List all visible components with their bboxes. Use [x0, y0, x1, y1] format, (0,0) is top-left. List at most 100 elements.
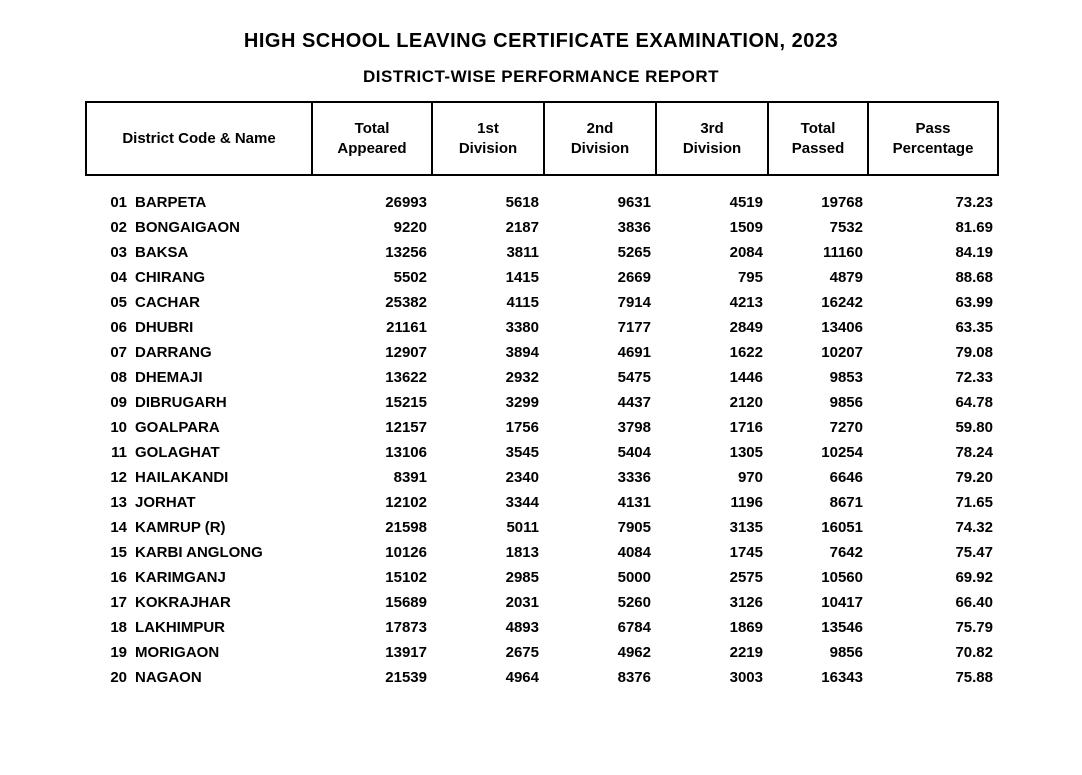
table-row: 14KAMRUP (R)215985011790531351605174.32	[85, 515, 997, 540]
cell-passed: 13406	[767, 315, 867, 340]
table-row: 05CACHAR253824115791442131624263.99	[85, 290, 997, 315]
cell-pct: 81.69	[867, 215, 997, 240]
cell-code: 08	[85, 365, 131, 390]
table-row: 02BONGAIGAON9220218738361509753281.69	[85, 215, 997, 240]
cell-appeared: 21161	[311, 315, 431, 340]
cell-appeared: 12907	[311, 340, 431, 365]
cell-div2: 5475	[543, 365, 655, 390]
cell-div1: 4893	[431, 615, 543, 640]
cell-name: DHEMAJI	[131, 365, 311, 390]
cell-div3: 1509	[655, 215, 767, 240]
cell-div2: 3336	[543, 465, 655, 490]
cell-name: KOKRAJHAR	[131, 590, 311, 615]
report-title: HIGH SCHOOL LEAVING CERTIFICATE EXAMINAT…	[85, 30, 997, 53]
cell-passed: 8671	[767, 490, 867, 515]
cell-code: 01	[85, 190, 131, 215]
cell-div2: 5000	[543, 565, 655, 590]
cell-div1: 2985	[431, 565, 543, 590]
cell-passed: 10417	[767, 590, 867, 615]
cell-pct: 71.65	[867, 490, 997, 515]
cell-div3: 1869	[655, 615, 767, 640]
cell-name: KAMRUP (R)	[131, 515, 311, 540]
cell-pct: 73.23	[867, 190, 997, 215]
cell-pct: 70.82	[867, 640, 997, 665]
table-row: 01BARPETA269935618963145191976873.23	[85, 190, 997, 215]
cell-name: BARPETA	[131, 190, 311, 215]
header-row: District Code & Name TotalAppeared 1stDi…	[86, 102, 998, 175]
cell-div3: 795	[655, 265, 767, 290]
col-div1: 1stDivision	[432, 102, 544, 175]
cell-div3: 1305	[655, 440, 767, 465]
cell-appeared: 15689	[311, 590, 431, 615]
cell-pct: 75.47	[867, 540, 997, 565]
cell-div2: 5265	[543, 240, 655, 265]
cell-name: HAILAKANDI	[131, 465, 311, 490]
cell-passed: 7532	[767, 215, 867, 240]
cell-name: JORHAT	[131, 490, 311, 515]
cell-passed: 6646	[767, 465, 867, 490]
cell-passed: 10207	[767, 340, 867, 365]
header-table: District Code & Name TotalAppeared 1stDi…	[85, 101, 999, 176]
cell-div3: 4213	[655, 290, 767, 315]
cell-passed: 9856	[767, 640, 867, 665]
table-row: 20NAGAON215394964837630031634375.88	[85, 665, 997, 690]
cell-name: MORIGAON	[131, 640, 311, 665]
cell-code: 10	[85, 415, 131, 440]
cell-div1: 1756	[431, 415, 543, 440]
table-row: 11GOLAGHAT131063545540413051025478.24	[85, 440, 997, 465]
cell-appeared: 15215	[311, 390, 431, 415]
cell-name: DIBRUGARH	[131, 390, 311, 415]
cell-div1: 3299	[431, 390, 543, 415]
cell-div3: 3126	[655, 590, 767, 615]
cell-div2: 8376	[543, 665, 655, 690]
cell-passed: 9853	[767, 365, 867, 390]
table-row: 15KARBI ANGLONG10126181340841745764275.4…	[85, 540, 997, 565]
cell-appeared: 15102	[311, 565, 431, 590]
cell-name: LAKHIMPUR	[131, 615, 311, 640]
cell-name: KARIMGANJ	[131, 565, 311, 590]
cell-code: 07	[85, 340, 131, 365]
cell-name: CACHAR	[131, 290, 311, 315]
cell-code: 02	[85, 215, 131, 240]
cell-passed: 7270	[767, 415, 867, 440]
cell-pct: 69.92	[867, 565, 997, 590]
table-row: 18LAKHIMPUR178734893678418691354675.79	[85, 615, 997, 640]
col-div3: 3rdDivision	[656, 102, 768, 175]
cell-div3: 2849	[655, 315, 767, 340]
cell-div2: 5404	[543, 440, 655, 465]
cell-div2: 4691	[543, 340, 655, 365]
cell-passed: 4879	[767, 265, 867, 290]
cell-pct: 72.33	[867, 365, 997, 390]
cell-name: DARRANG	[131, 340, 311, 365]
cell-code: 03	[85, 240, 131, 265]
cell-pct: 75.88	[867, 665, 997, 690]
cell-div3: 2575	[655, 565, 767, 590]
table-row: 08DHEMAJI13622293254751446985372.33	[85, 365, 997, 390]
table-row: 17KOKRAJHAR156892031526031261041766.40	[85, 590, 997, 615]
cell-passed: 19768	[767, 190, 867, 215]
cell-pct: 63.99	[867, 290, 997, 315]
cell-code: 17	[85, 590, 131, 615]
cell-div2: 7177	[543, 315, 655, 340]
cell-code: 19	[85, 640, 131, 665]
cell-passed: 10254	[767, 440, 867, 465]
cell-code: 09	[85, 390, 131, 415]
table-row: 07DARRANG129073894469116221020779.08	[85, 340, 997, 365]
cell-appeared: 25382	[311, 290, 431, 315]
cell-appeared: 17873	[311, 615, 431, 640]
cell-name: CHIRANG	[131, 265, 311, 290]
cell-div2: 5260	[543, 590, 655, 615]
cell-pct: 88.68	[867, 265, 997, 290]
table-row: 10GOALPARA12157175637981716727059.80	[85, 415, 997, 440]
cell-div2: 2669	[543, 265, 655, 290]
cell-div2: 4962	[543, 640, 655, 665]
cell-code: 05	[85, 290, 131, 315]
cell-code: 11	[85, 440, 131, 465]
cell-div1: 3811	[431, 240, 543, 265]
cell-div1: 3545	[431, 440, 543, 465]
cell-appeared: 13917	[311, 640, 431, 665]
cell-passed: 7642	[767, 540, 867, 565]
table-row: 12HAILAKANDI839123403336970664679.20	[85, 465, 997, 490]
cell-code: 12	[85, 465, 131, 490]
cell-div1: 2340	[431, 465, 543, 490]
